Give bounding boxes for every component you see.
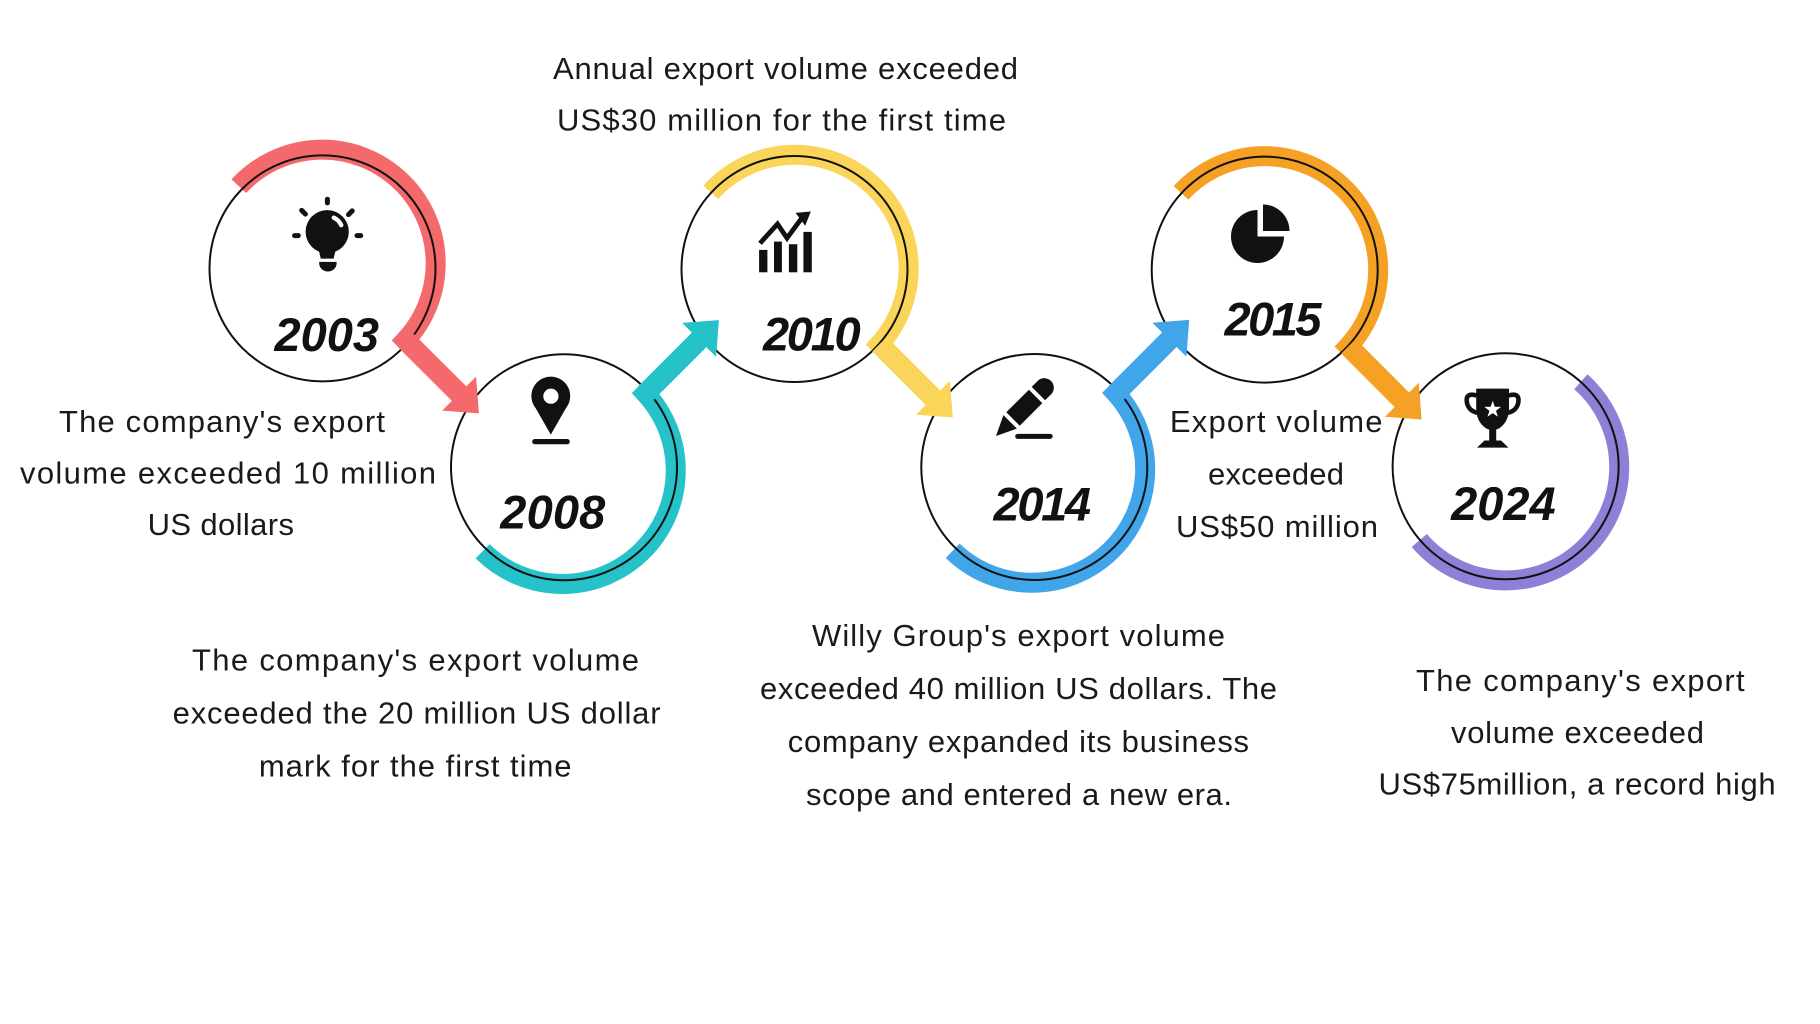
svg-text:2010: 2010 — [762, 307, 861, 360]
svg-text:mark for the first time: mark for the first time — [259, 749, 572, 784]
svg-text:exceeded the 20 million US dol: exceeded the 20 million US dollar — [173, 696, 661, 731]
svg-text:The company's export: The company's export — [1416, 663, 1745, 698]
svg-text:US$30 million for the first ti: US$30 million for the first time — [557, 103, 1006, 138]
svg-text:2015: 2015 — [1224, 293, 1323, 346]
svg-text:company expanded its business: company expanded its business — [788, 724, 1249, 759]
svg-text:US$75million, a record high: US$75million, a record high — [1379, 767, 1776, 802]
svg-text:2024: 2024 — [1450, 477, 1556, 530]
svg-text:2014: 2014 — [993, 477, 1092, 530]
svg-text:US dollars: US dollars — [148, 507, 294, 542]
svg-text:scope and entered a new era.: scope and entered a new era. — [806, 777, 1232, 812]
svg-text:exceeded 40 million US dollars: exceeded 40 million US dollars. The — [760, 671, 1277, 706]
svg-text:2003: 2003 — [274, 308, 380, 361]
svg-text:exceeded: exceeded — [1208, 457, 1344, 492]
svg-text:Annual export volume exceeded: Annual export volume exceeded — [553, 51, 1018, 86]
svg-text:Export volume: Export volume — [1170, 404, 1383, 439]
svg-text:volume exceeded 10 million: volume exceeded 10 million — [20, 456, 436, 491]
svg-text:US$50 million: US$50 million — [1176, 509, 1378, 544]
svg-text:2008: 2008 — [499, 486, 606, 539]
svg-text:The company's export volume: The company's export volume — [192, 643, 639, 678]
svg-text:volume exceeded: volume exceeded — [1451, 715, 1704, 750]
svg-text:Willy Group's export volume: Willy Group's export volume — [812, 618, 1225, 653]
svg-text:The company's export: The company's export — [59, 404, 385, 439]
